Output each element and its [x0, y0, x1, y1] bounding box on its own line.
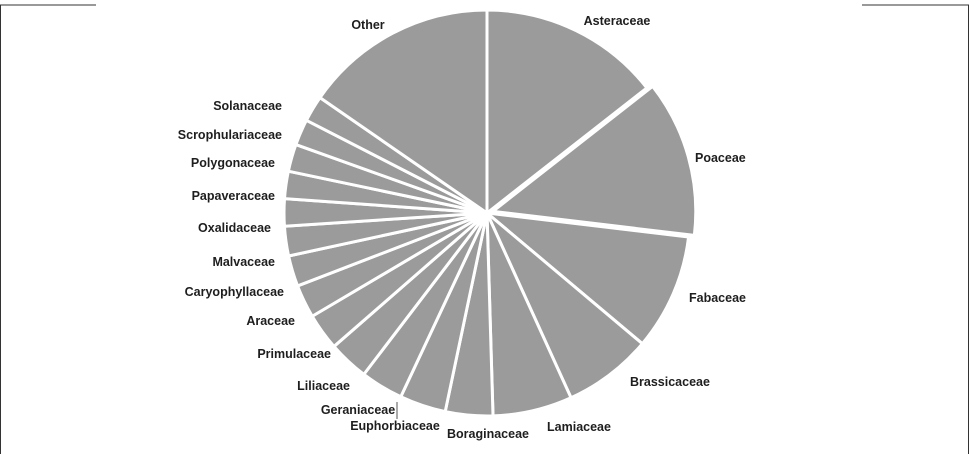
slice-label-other: Other [351, 18, 384, 32]
pie-slice-asteraceae [485, 8, 649, 215]
slice-label-papaveraceae: Papaveraceae [192, 189, 275, 203]
slice-label-asteraceae: Asteraceae [584, 14, 651, 28]
slice-label-euphorbiaceae: Euphorbiaceae [350, 419, 440, 433]
slice-label-liliaceae: Liliaceae [297, 379, 350, 393]
slice-label-caryophyllaceae: Caryophyllaceae [185, 285, 284, 299]
pie-slices [282, 8, 698, 418]
slice-label-boraginaceae: Boraginaceae [447, 427, 529, 441]
slice-label-lamiaceae: Lamiaceae [547, 420, 611, 434]
slice-label-fabaceae: Fabaceae [689, 291, 746, 305]
pie-labels: Asteraceae Poaceae Fabaceae Brassicaceae Lam… [178, 14, 746, 441]
slice-label-primulaceae: Primulaceae [257, 347, 331, 361]
pie-slice-other [318, 8, 489, 215]
slice-label-brassicaceae: Brassicaceae [630, 375, 710, 389]
slice-label-geraniaceae: Geraniaceae [321, 403, 395, 417]
pie-slice-poaceae [491, 84, 698, 237]
slice-label-oxalidaceae: Oxalidaceae [198, 221, 271, 235]
pie-slice-fabaceae [485, 211, 691, 346]
slice-label-poaceae: Poaceae [695, 151, 746, 165]
slice-label-araceae: Araceae [246, 314, 295, 328]
slice-label-scrophulariaceae: Scrophulariaceae [178, 128, 282, 142]
slice-label-solanaceae: Solanaceae [213, 99, 282, 113]
slice-label-polygonaceae: Polygonaceae [191, 156, 275, 170]
slice-label-malvaceae: Malvaceae [212, 255, 275, 269]
